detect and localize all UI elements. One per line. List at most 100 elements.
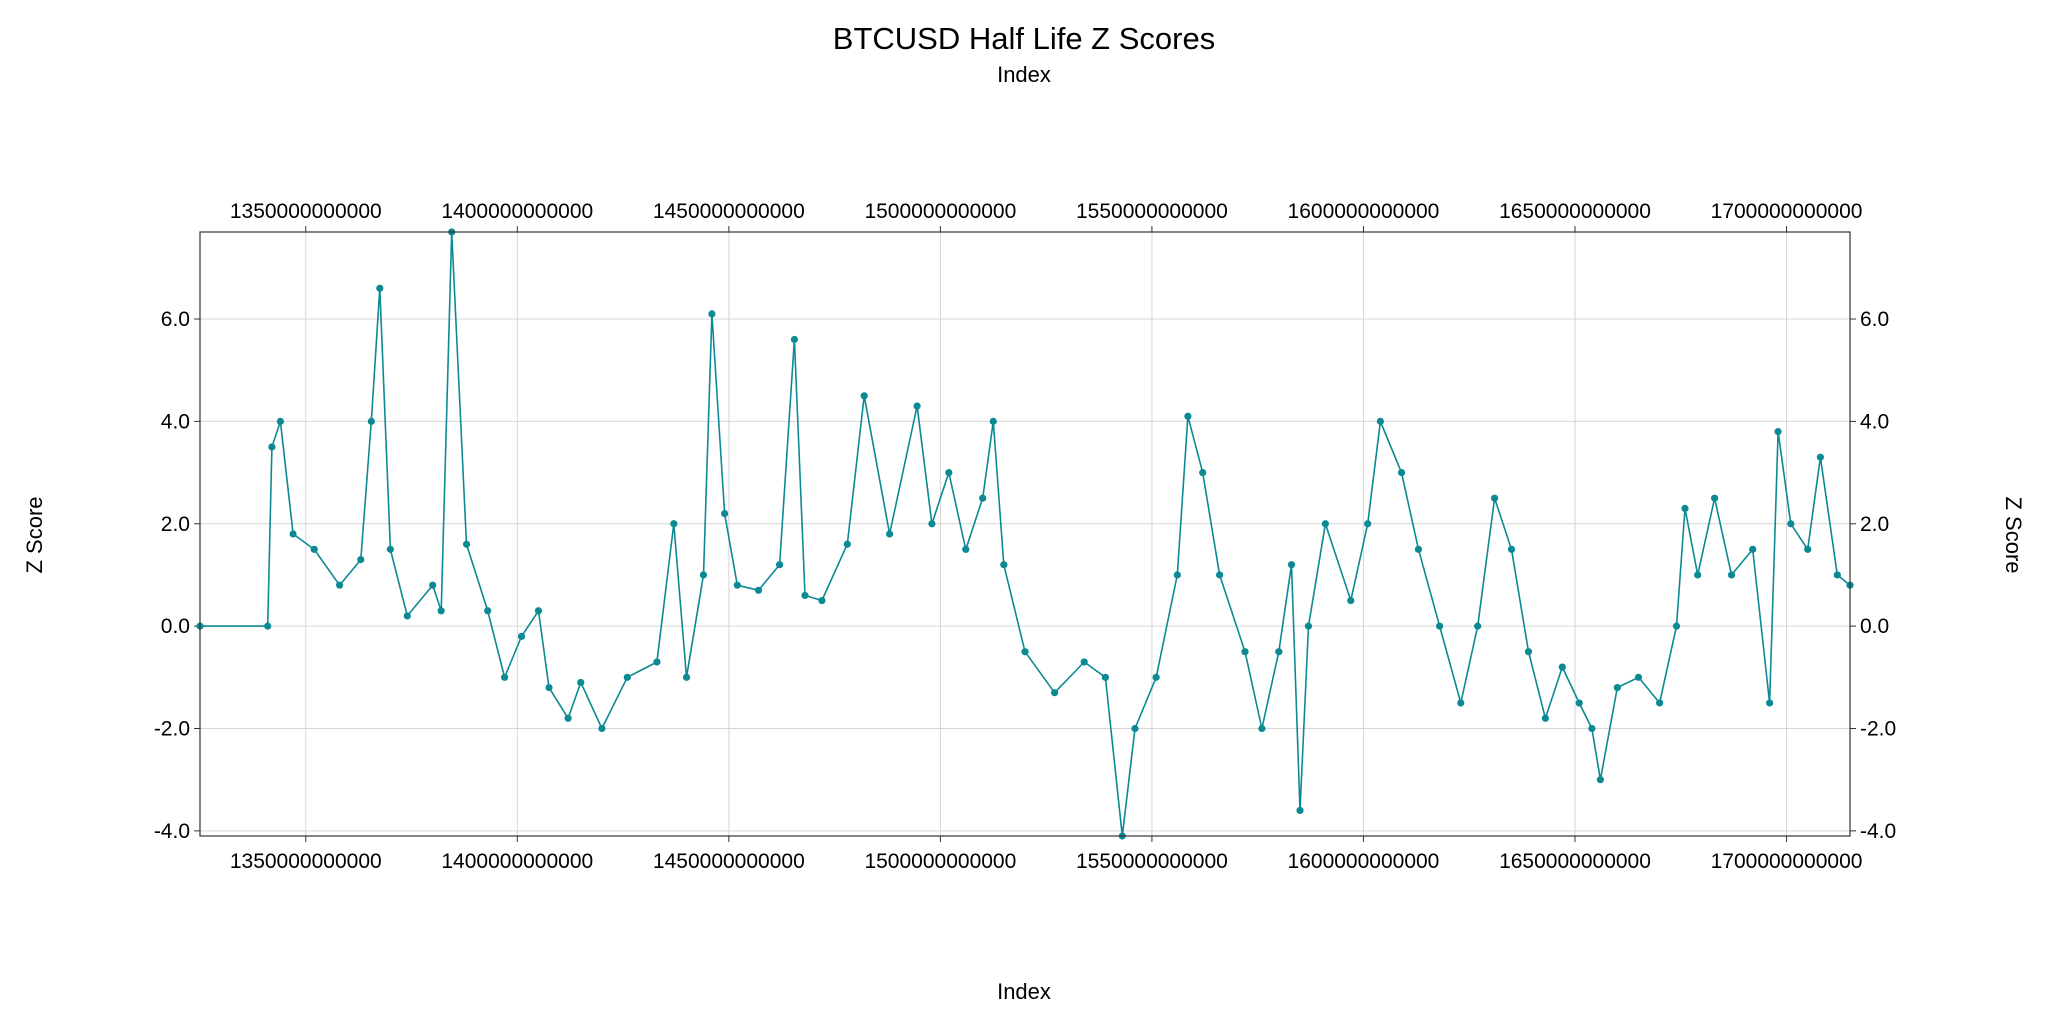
x-tick-label-bottom: 1700000000000 bbox=[1711, 850, 1863, 873]
data-point bbox=[1457, 699, 1465, 707]
y-tick-label-left: -4.0 bbox=[154, 820, 190, 843]
data-point bbox=[1051, 689, 1059, 697]
data-point bbox=[1414, 545, 1423, 553]
data-point bbox=[1304, 622, 1313, 630]
data-point bbox=[386, 545, 394, 553]
data-point bbox=[989, 417, 997, 425]
data-point bbox=[367, 417, 375, 425]
data-point bbox=[1672, 622, 1681, 630]
data-point bbox=[517, 632, 526, 640]
x-tick-label-top: 1650000000000 bbox=[1499, 200, 1651, 223]
data-point bbox=[1833, 571, 1841, 579]
data-point bbox=[1507, 545, 1516, 553]
x-tick-label-top: 1600000000000 bbox=[1288, 200, 1440, 223]
data-point bbox=[1021, 648, 1029, 656]
data-point bbox=[534, 607, 543, 615]
data-point bbox=[1080, 658, 1088, 666]
x-tick-label-top: 1500000000000 bbox=[864, 200, 1016, 223]
data-point bbox=[1613, 683, 1621, 692]
data-point bbox=[429, 581, 437, 589]
data-point bbox=[1787, 520, 1795, 528]
y-tick-label-right: -4.0 bbox=[1860, 820, 1896, 843]
data-point bbox=[1596, 776, 1604, 784]
chart-title: BTCUSD Half Life Z Scores bbox=[833, 21, 1215, 56]
data-point bbox=[1681, 504, 1689, 513]
data-point bbox=[598, 724, 606, 733]
data-point bbox=[501, 673, 509, 681]
data-point bbox=[1804, 545, 1812, 553]
data-point bbox=[1474, 622, 1482, 630]
y-tick-label-right: 6.0 bbox=[1860, 308, 1889, 331]
data-point bbox=[1656, 699, 1664, 707]
data-point bbox=[670, 520, 678, 528]
data-point bbox=[928, 520, 936, 528]
data-point bbox=[733, 581, 741, 589]
data-point bbox=[484, 607, 492, 615]
data-point bbox=[790, 335, 799, 344]
data-point bbox=[276, 417, 284, 425]
x-tick-label-bottom: 1550000000000 bbox=[1076, 850, 1228, 873]
x-tick-label-bottom: 1350000000000 bbox=[230, 850, 382, 873]
data-point bbox=[1275, 648, 1283, 656]
data-point bbox=[1000, 561, 1008, 569]
y-tick-label-right: 2.0 bbox=[1860, 513, 1889, 536]
data-point bbox=[310, 545, 318, 553]
x-tick-label-bottom: 1500000000000 bbox=[864, 850, 1016, 873]
data-point bbox=[1131, 724, 1139, 733]
data-point bbox=[545, 683, 553, 692]
data-point bbox=[1364, 520, 1372, 528]
data-point bbox=[1397, 468, 1406, 477]
x-tick-label-top: 1700000000000 bbox=[1711, 200, 1863, 223]
data-point bbox=[913, 402, 921, 410]
data-point bbox=[1241, 648, 1249, 656]
data-point bbox=[1816, 453, 1824, 461]
axis-ticks: 1350000000000 1350000000000 1400000000000 1… bbox=[154, 200, 1896, 873]
data-point bbox=[843, 540, 851, 548]
data-point bbox=[1184, 412, 1192, 420]
data-point bbox=[268, 443, 276, 451]
data-point bbox=[564, 714, 572, 722]
data-point bbox=[776, 561, 784, 569]
data-point bbox=[1173, 571, 1181, 579]
data-point bbox=[1491, 494, 1499, 502]
data-point bbox=[1541, 714, 1549, 722]
data-point bbox=[1558, 663, 1566, 671]
data-point bbox=[1774, 428, 1782, 436]
data-point bbox=[623, 673, 631, 681]
data-point bbox=[699, 571, 708, 579]
data-point bbox=[1101, 673, 1109, 681]
data-point bbox=[1199, 468, 1207, 477]
data-point bbox=[1152, 673, 1160, 681]
x-tick-label-bottom: 1650000000000 bbox=[1499, 850, 1651, 873]
y-tick-label-right: -2.0 bbox=[1860, 718, 1896, 741]
x-tick-label-top: 1350000000000 bbox=[230, 200, 382, 223]
data-point bbox=[1766, 699, 1774, 707]
data-point bbox=[1634, 673, 1643, 681]
data-point bbox=[979, 494, 987, 502]
data-point bbox=[1711, 494, 1719, 502]
data-point bbox=[860, 392, 868, 400]
data-point bbox=[1287, 561, 1296, 569]
plot-frame bbox=[199, 231, 1851, 837]
y-tick-label-left: 4.0 bbox=[161, 410, 190, 433]
y-tick-label-left: 2.0 bbox=[161, 513, 190, 536]
data-point bbox=[754, 586, 763, 594]
y-tick-label-left: -2.0 bbox=[154, 718, 190, 741]
y-tick-label-right: 4.0 bbox=[1860, 410, 1889, 433]
x-tick-label-top: 1450000000000 bbox=[653, 200, 805, 223]
data-point bbox=[1588, 724, 1596, 733]
data-point bbox=[1436, 622, 1444, 630]
data-point bbox=[1749, 545, 1757, 553]
data-point bbox=[1347, 596, 1355, 605]
data-point bbox=[336, 581, 344, 589]
data-point bbox=[577, 678, 585, 687]
data-point bbox=[1524, 648, 1533, 656]
grid-lines bbox=[200, 232, 1850, 836]
data-point bbox=[818, 596, 826, 605]
data-point bbox=[376, 284, 384, 292]
x-tick-label-bottom: 1450000000000 bbox=[653, 850, 805, 873]
data-point bbox=[962, 545, 970, 553]
data-point bbox=[357, 555, 365, 564]
data-point bbox=[1321, 520, 1329, 528]
